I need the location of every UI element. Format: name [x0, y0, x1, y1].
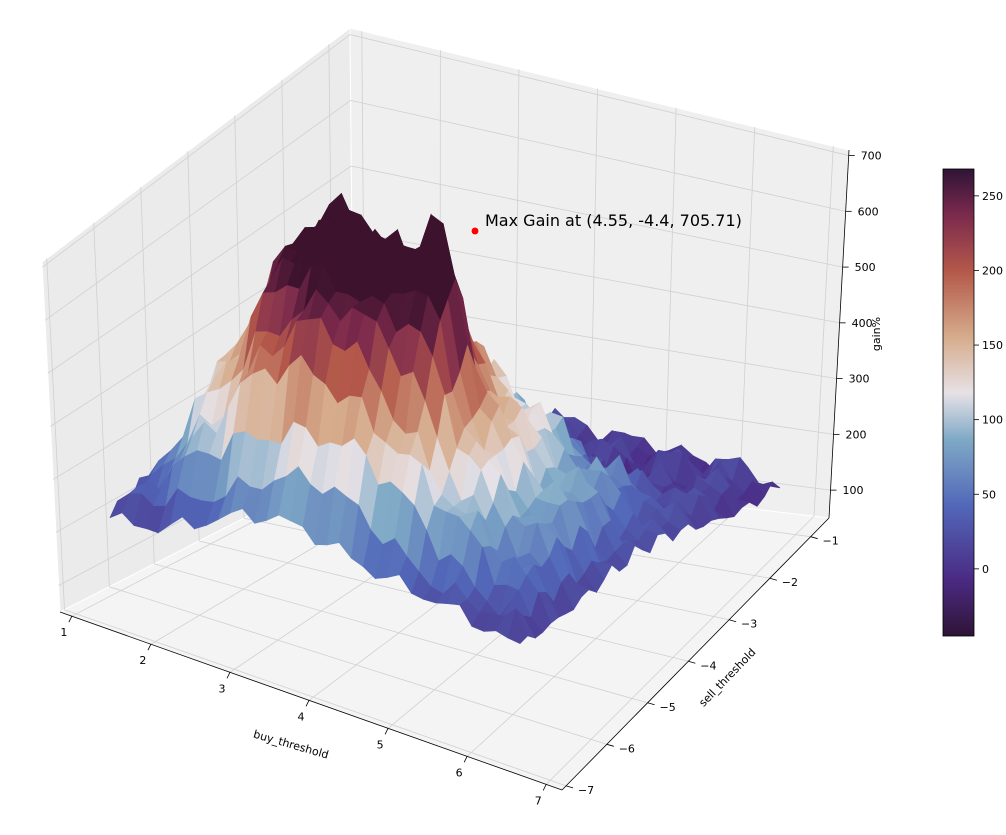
y-axis-label: sell_threshold [696, 646, 758, 710]
y-tick-mark [607, 744, 614, 746]
colorbar-tick-label: 250 [982, 190, 1003, 203]
x-tick-mark [227, 672, 230, 678]
max-gain-marker [471, 227, 479, 235]
y-tick-label: −4 [700, 659, 716, 672]
y-tick-label: −1 [823, 535, 839, 548]
x-tick-mark [464, 756, 467, 762]
x-tick-mark [148, 644, 151, 650]
z-tick-label: 100 [843, 484, 864, 497]
y-tick-mark [566, 786, 573, 788]
y-tick-label: −7 [578, 784, 594, 797]
x-tick-label: 3 [218, 682, 225, 695]
colorbar-tick-label: 50 [982, 488, 996, 501]
colorbar-tick-label: 0 [982, 563, 989, 576]
y-tick-mark [770, 578, 777, 580]
x-tick-label: 1 [60, 626, 67, 639]
y-tick-mark [729, 620, 736, 622]
x-tick-label: 6 [456, 766, 463, 779]
y-tick-mark [688, 661, 695, 663]
y-tick-label: −2 [782, 576, 798, 589]
colorbar-ticks: 0 50 100 150 200 250 [974, 190, 1003, 576]
colorbar-tick-label: 200 [982, 264, 1003, 277]
x-axis-label: buy_threshold [252, 728, 330, 762]
x-tick-label: 4 [298, 710, 305, 723]
x-tick-mark [543, 784, 546, 790]
y-tick-label: −5 [659, 701, 675, 714]
colorbar-tick-label: 100 [982, 414, 1003, 427]
y-tick-label: −3 [741, 618, 757, 631]
colorbar [943, 169, 974, 636]
z-tick-label: 500 [855, 261, 876, 274]
y-tick-mark [648, 703, 655, 705]
max-gain-annotation: Max Gain at (4.55, -4.4, 705.71) [485, 211, 742, 230]
x-tick-mark [385, 728, 388, 734]
z-tick-label: 600 [858, 205, 879, 218]
z-tick-label: 700 [861, 150, 882, 163]
y-tick-label: −6 [619, 742, 635, 755]
z-tick-label: 300 [849, 373, 870, 386]
x-tick-label: 5 [377, 738, 384, 751]
z-tick-label: 200 [846, 428, 867, 441]
z-axis-label: gain% [870, 317, 883, 351]
colorbar-tick-label: 150 [982, 339, 1003, 352]
x-tick-mark [69, 616, 72, 622]
x-tick-label: 2 [139, 654, 146, 667]
x-tick-mark [306, 700, 309, 706]
x-tick-label: 7 [535, 794, 542, 807]
y-tick-mark [811, 537, 818, 539]
